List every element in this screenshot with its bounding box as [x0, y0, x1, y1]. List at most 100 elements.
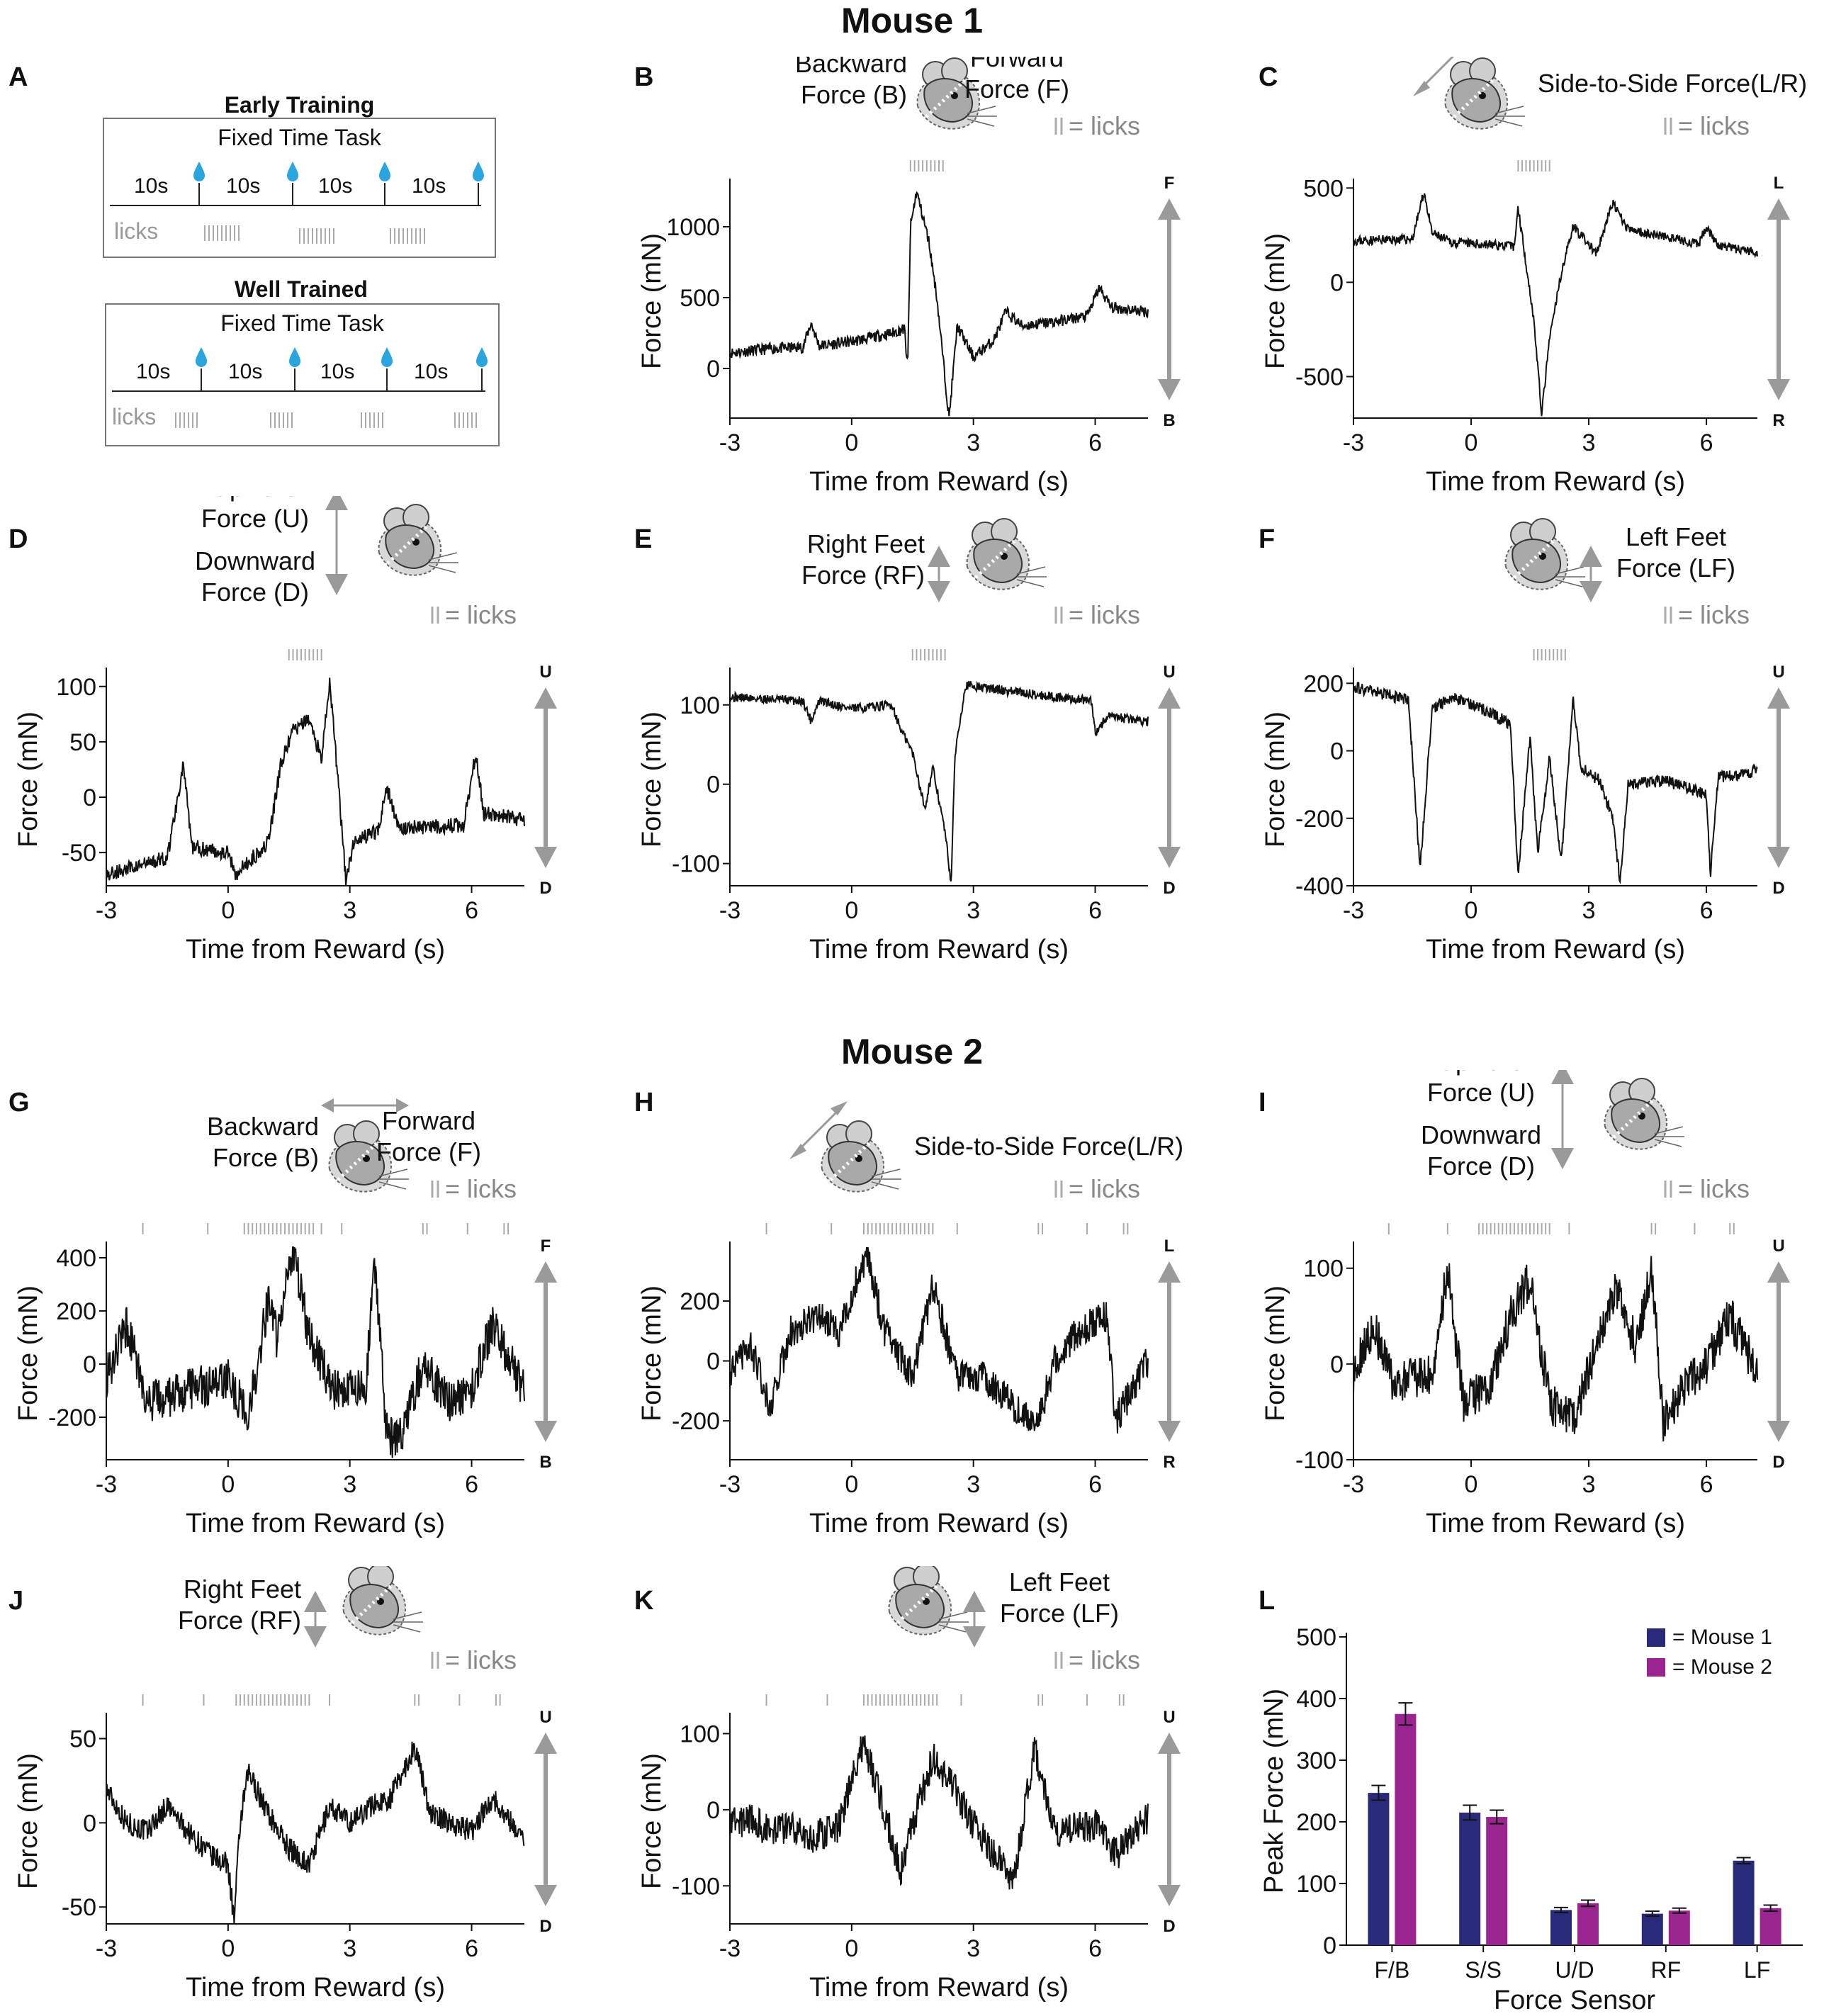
arrow-up-icon — [1767, 198, 1790, 220]
annotation-text: Right Feet — [807, 529, 925, 558]
mouse-whiskers — [1494, 106, 1525, 127]
x-tick-label: -3 — [719, 897, 741, 924]
x-tick-label: 0 — [221, 1471, 235, 1498]
panel-letter-g: G — [9, 1088, 30, 1117]
well-task-box: Fixed Time Task 10s 10s 10s 10s licks — [105, 303, 500, 446]
mouse-whiskers — [1555, 566, 1585, 587]
x-tick-label: -3 — [1343, 897, 1364, 924]
mouse-whiskers — [938, 1611, 969, 1633]
arrow-up-icon — [1767, 1261, 1790, 1283]
head-bar — [1513, 537, 1557, 579]
annotation-text: Backward — [795, 57, 907, 78]
annotation-text: Force (RF) — [178, 1606, 301, 1635]
y-tick-label: 200 — [1296, 1809, 1336, 1836]
head-bar — [829, 1139, 873, 1181]
x-axis-label: Time from Reward (s) — [186, 1509, 445, 1538]
x-tick-label: -3 — [96, 1471, 117, 1498]
y-axis-label: Force (mN) — [1261, 233, 1290, 369]
well-task-subtitle: Fixed Time Task — [220, 310, 384, 336]
x-tick-label: 0 — [1465, 897, 1478, 924]
y-tick-label: -500 — [1295, 364, 1344, 390]
licks-legend-label: = licks — [1069, 600, 1140, 629]
panel-letter-l: L — [1259, 1586, 1276, 1616]
direction-label-bottom: D — [1772, 879, 1784, 898]
mouse-icon — [328, 1120, 409, 1193]
y-tick-label: 0 — [1330, 738, 1344, 765]
direction-label-top: U — [539, 1708, 551, 1727]
arrow-down-icon — [1551, 1148, 1574, 1169]
arrow-left-icon — [321, 1098, 334, 1113]
x-tick-label: 6 — [1700, 1471, 1713, 1498]
y-axis-label: Peak Force (mN) — [1259, 1689, 1289, 1893]
licks-legend-label: = licks — [445, 1174, 517, 1203]
mouse-whiskers — [393, 1611, 423, 1633]
mouse-whiskers — [428, 552, 458, 573]
force-trace — [106, 1741, 525, 1925]
chart-left-feet-mouse1: -400 -200 0 200 -3 0 3 6 Time from Reward (s) For… — [1261, 518, 1790, 964]
y-tick-label: 0 — [1330, 1351, 1344, 1378]
y-axis-label: Force (mN) — [1261, 1285, 1290, 1421]
licks-legend-label: = licks — [445, 600, 517, 629]
mouse-icon — [378, 504, 458, 576]
panel-letter-c: C — [1259, 62, 1278, 92]
head-bar — [974, 537, 1018, 579]
head-bar — [1453, 77, 1497, 118]
x-tick-label: 6 — [1088, 897, 1102, 924]
y-tick-label: -100 — [672, 851, 720, 878]
direction-label-bottom: D — [539, 1917, 551, 1936]
annotation-text: Side-to-Side Force(L/R) — [1538, 69, 1807, 98]
annotation-text: Backward — [207, 1112, 319, 1141]
x-tick-label: -3 — [719, 1935, 741, 1962]
arrow-down-icon — [534, 1885, 557, 1906]
force-trace — [729, 191, 1149, 417]
x-axis-label: Time from Reward (s) — [809, 935, 1069, 964]
chart-peak-force-bars: 0 100 200 300 400 500 Peak Force (mN) Force Sen… — [1259, 1624, 1803, 2015]
x-tick-label: 3 — [967, 897, 980, 924]
panel-a-well: Well Trained Fixed Time Task 10s 10s 10s… — [103, 276, 500, 446]
arrow-down-icon — [1158, 379, 1181, 400]
y-tick-label: -200 — [48, 1404, 96, 1431]
x-axis-label: Time from Reward (s) — [186, 935, 445, 964]
mouse-whiskers — [378, 1169, 409, 1190]
panel-letter-h: H — [634, 1088, 654, 1117]
bar — [1459, 1812, 1481, 1945]
annotation-text: Right Feet — [184, 1575, 301, 1604]
direction-label-top: U — [1772, 1237, 1784, 1256]
y-tick-label: 50 — [69, 1726, 96, 1753]
x-tick-label: 6 — [465, 1935, 478, 1962]
x-tick-label: 0 — [221, 1935, 235, 1962]
annotation-text: Force (D) — [1427, 1151, 1535, 1181]
x-tick-label: S/S — [1465, 1957, 1502, 1983]
water-drop-icon — [193, 162, 205, 181]
licks-legend-label: = licks — [1069, 111, 1140, 140]
y-tick-label: 100 — [1303, 1256, 1344, 1283]
segment-label: 10s — [134, 174, 169, 198]
x-tick-label: -3 — [1343, 429, 1364, 456]
y-tick-label: 300 — [1296, 1747, 1336, 1774]
x-tick-label: -3 — [719, 1471, 741, 1498]
x-tick-label: -3 — [96, 1935, 117, 1962]
arrow-down-icon — [1158, 1885, 1181, 1906]
bar — [1641, 1913, 1663, 1945]
arrow-diag-icon — [789, 1144, 806, 1159]
annotation-text: Side-to-Side Force(L/R) — [914, 1132, 1183, 1161]
head-bar — [337, 1139, 381, 1181]
arrow-up-icon — [1158, 1261, 1181, 1283]
x-tick-label: -3 — [719, 429, 741, 456]
direction-label-bottom: R — [1163, 1453, 1175, 1472]
x-axis-label: Time from Reward (s) — [1426, 935, 1685, 964]
licks-legend-label: = licks — [1678, 1174, 1750, 1203]
lick-bars — [204, 225, 425, 244]
y-tick-label: 200 — [1303, 670, 1344, 697]
panel-a-early: Early Training Fixed Time Task 10s 10s 1… — [103, 92, 496, 258]
direction-label-top: L — [1164, 1237, 1175, 1256]
annotation-text: Force (LF) — [1000, 1599, 1119, 1628]
y-tick-label: -200 — [672, 1408, 720, 1435]
y-tick-label: 100 — [680, 1721, 720, 1747]
direction-label-bottom: D — [1772, 1453, 1784, 1472]
annotation-text: Forward — [382, 1106, 475, 1135]
arrow-right-icon — [396, 1098, 409, 1113]
legend-label: = Mouse 2 — [1672, 1655, 1772, 1679]
lick-bars — [175, 412, 477, 428]
bar — [1577, 1903, 1599, 1945]
